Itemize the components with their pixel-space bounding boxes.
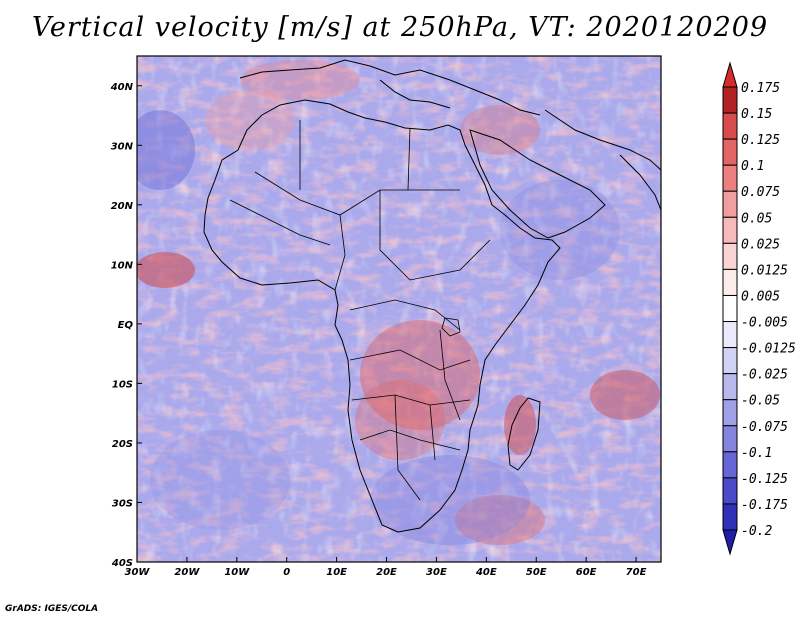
y-axis: 40N 30N 20N 10N EQ 10S 20S 30S 40S: [110, 82, 142, 569]
colorbar-swatch: [722, 242, 738, 270]
colorbar-label: 0.05: [741, 211, 772, 226]
x-tick-label: 60E: [576, 567, 597, 578]
colorbar-label: 0.005: [741, 289, 780, 304]
colorbar-swatch: [722, 138, 738, 166]
x-tick-label: 30W: [125, 567, 151, 578]
madagascar-coastline: [507, 397, 541, 471]
colorbar-label: -0.075: [741, 420, 788, 435]
x-tick-label: 70E: [626, 567, 647, 578]
colorbar-swatch: [722, 347, 738, 375]
colorbar-swatch: [722, 425, 738, 453]
colorbar-label: -0.2: [741, 524, 772, 539]
x-axis: 30W 20W 10W 0 10E 20E 30E 40E 50E 60E 70E: [125, 557, 647, 578]
arabia-coastline: [469, 129, 606, 239]
x-tick-label: 10W: [224, 567, 250, 578]
colorbar-min-arrow: [722, 529, 738, 556]
plot-title: Vertical velocity [m/s] at 250hPa, VT: 2…: [31, 12, 769, 43]
colorbar-swatch: [722, 112, 738, 140]
colorbar-label: -0.05: [741, 394, 780, 409]
colorbar-swatch: [722, 503, 738, 531]
x-tick-label: 10E: [326, 567, 347, 578]
colorbar-swatch: [722, 477, 738, 505]
coastlines: [203, 59, 661, 533]
x-tick-label: 20E: [376, 567, 397, 578]
y-tick-label: 30N: [111, 141, 134, 152]
velocity-field: [137, 56, 661, 562]
colorbar-label: 0.1: [741, 159, 764, 174]
y-tick-label: 40N: [110, 82, 134, 93]
plot-frame: [136, 55, 662, 563]
x-tick-label: 0: [283, 567, 290, 578]
colorbar-swatch: [722, 294, 738, 323]
colorbar-swatch: [722, 373, 738, 401]
colorbar-label: -0.005: [741, 316, 788, 331]
colorbar-label: -0.0125: [741, 342, 796, 357]
colorbar-label: -0.1: [741, 446, 772, 461]
colorbar-label: 0.0125: [741, 263, 788, 278]
x-tick-label: 30E: [426, 567, 447, 578]
colorbar-label: 0.175: [741, 81, 780, 96]
africa-coastline: [203, 99, 561, 533]
colorbar-swatch: [722, 451, 738, 479]
x-tick-label: 20W: [174, 567, 200, 578]
colorbar-swatch: [722, 399, 738, 427]
x-tick-label: 40E: [475, 567, 497, 578]
y-tick-label: EQ: [118, 320, 134, 331]
colorbar-label: 0.075: [741, 185, 780, 200]
colorbar-swatch: [722, 86, 738, 114]
y-tick-label: 10S: [112, 379, 133, 390]
colorbar-swatch: [722, 268, 738, 296]
colorbar-swatch: [722, 216, 738, 244]
colorbar-label: 0.15: [741, 107, 772, 122]
y-tick-label: 30S: [112, 498, 133, 509]
credit-label: GrADS: IGES/COLA: [5, 604, 99, 614]
colorbar-label: -0.125: [741, 472, 788, 487]
colorbar-label: -0.025: [741, 368, 788, 383]
colorbar-swatch: [722, 190, 738, 218]
x-tick-label: 50E: [526, 567, 547, 578]
colorbar-label: 0.125: [741, 133, 780, 148]
colorbar-label: 0.025: [741, 237, 780, 252]
y-tick-label: 40S: [111, 558, 133, 569]
colorbar-label: -0.175: [741, 498, 788, 513]
y-tick-label: 10N: [111, 260, 134, 271]
y-tick-label: 20S: [112, 439, 133, 450]
colorbar-swatch: [722, 321, 738, 349]
colorbar-max-arrow: [722, 61, 738, 88]
y-tick-label: 20N: [111, 201, 134, 212]
colorbar-swatch: [722, 164, 738, 192]
colorbar: 0.175 0.15 0.125 0.1 0.075 0.05 0.025 0.0125 0.0…: [722, 61, 796, 556]
